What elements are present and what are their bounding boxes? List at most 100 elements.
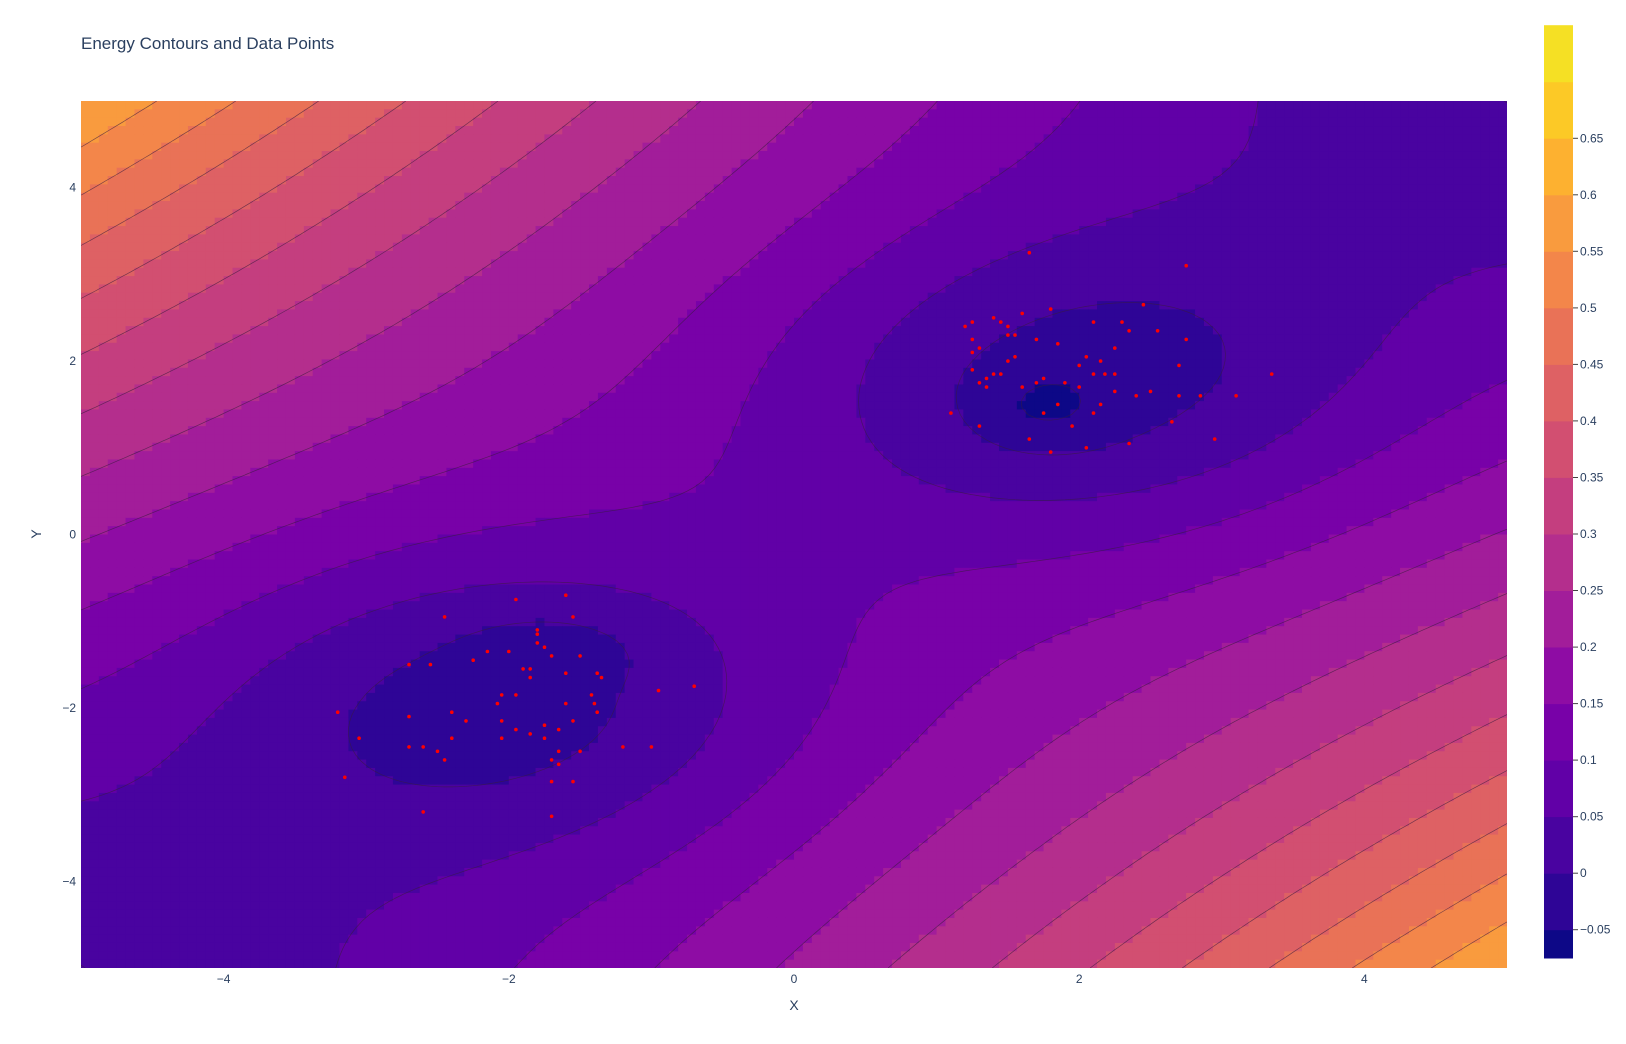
contour-cell [553,142,563,152]
contour-cell [1114,267,1125,277]
contour-cell [401,151,412,160]
contour-cell [1159,309,1169,319]
contour-cell [1462,142,1472,152]
contour-cell [624,351,635,361]
contour-cell [482,217,492,227]
contour-cell [152,326,162,336]
contour-cell [1150,167,1161,177]
contour-cell [1400,301,1410,311]
contour-cell [384,276,394,286]
contour-cell [321,284,332,294]
contour-cell [1034,351,1045,361]
contour-cell [375,192,385,202]
contour-cell [428,276,439,286]
contour-cell [972,317,982,327]
contour-cell [419,301,430,311]
contour-cell [179,176,189,185]
contour-cell [223,126,234,135]
contour-cell [152,284,162,294]
contour-cell [589,242,599,252]
contour-cell [1230,326,1241,336]
contour-cell [1079,301,1089,311]
contour-cell [713,342,724,352]
contour-cell [580,117,590,127]
contour-cell [1346,126,1357,135]
contour-cell [241,151,251,160]
contour-cell [972,117,982,127]
contour-cell [1257,242,1267,252]
contour-cell [1293,301,1303,311]
contour-cell [1132,284,1143,294]
contour-cell [562,292,572,302]
contour-cell [1400,251,1410,260]
contour-cell [1435,342,1446,352]
contour-cell [499,284,510,294]
contour-cell [455,184,465,194]
contour-cell [1195,342,1205,352]
contour-cell [1408,151,1419,160]
contour-cell [1364,251,1374,260]
contour-cell [1141,292,1152,302]
contour-cell [535,326,546,336]
contour-cell [1088,242,1098,252]
contour-cell [1105,276,1116,286]
contour-cell [508,242,519,252]
contour-cell [669,101,679,110]
contour-cell [1400,184,1410,194]
contour-cell [758,176,768,185]
contour-cell [517,192,528,202]
contour-cell [713,242,724,252]
contour-cell [892,226,902,235]
contour-cell [972,251,982,260]
contour-cell [1391,351,1401,361]
contour-cell [437,101,448,110]
contour-cell [294,134,305,144]
contour-cell [410,351,421,361]
contour-cell [785,317,795,327]
contour-cell [392,317,403,327]
contour-cell [1114,167,1125,177]
contour-cell [303,134,314,144]
contour-cell [1257,226,1267,235]
contour-cell [651,192,661,202]
contour-cell [1230,276,1241,286]
contour-cell [1239,334,1250,344]
contour-cell [1480,309,1490,319]
contour-cell [838,284,849,294]
contour-cell [1257,351,1267,361]
contour-cell [927,126,938,135]
contour-cell [446,209,456,219]
contour-cell [392,151,403,160]
contour-cell [196,292,207,302]
contour-cell [1088,326,1098,336]
contour-cell [1444,167,1455,177]
contour-cell [1159,167,1169,177]
contour-cell [1052,109,1062,119]
contour-cell [259,342,269,352]
contour-cell [330,167,341,177]
contour-cell [214,184,225,194]
contour-cell [633,259,644,269]
contour-cell [918,267,929,277]
contour-cell [820,326,831,336]
contour-cell [1186,217,1196,227]
contour-cell [1132,234,1143,244]
contour-cell [981,326,991,336]
contour-cell [1043,101,1054,110]
contour-cell [945,176,956,185]
contour-cell [1400,159,1410,169]
contour-cell [143,167,153,177]
contour-cell [366,184,376,194]
contour-cell [794,192,804,202]
contour-cell [482,334,492,344]
contour-cell [963,317,973,327]
contour-cell [375,234,385,244]
contour-cell [508,151,519,160]
contour-cell [1471,242,1481,252]
contour-cell [214,167,225,177]
contour-cell [98,284,109,294]
contour-cell [802,334,813,344]
contour-cell [1417,134,1428,144]
contour-cell [1444,334,1455,344]
contour-cell [963,167,973,177]
